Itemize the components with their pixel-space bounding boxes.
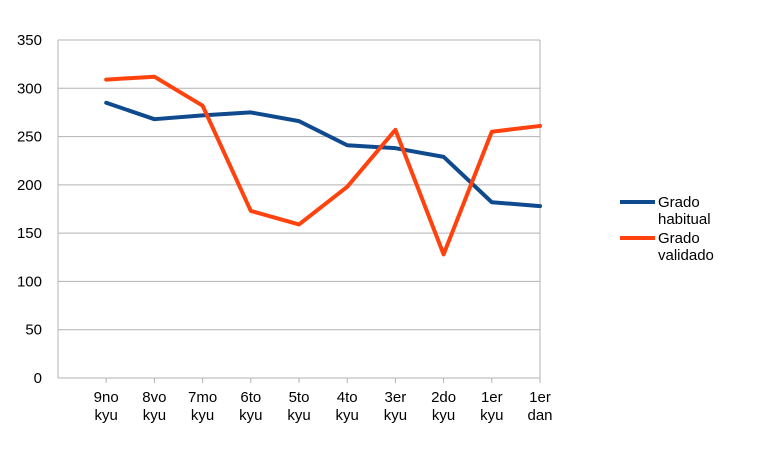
x-tick-label-line: 4to: [337, 389, 358, 406]
x-tick-label: 5to kyu: [287, 389, 310, 424]
y-tick-label: 350: [17, 32, 42, 49]
x-tick-label-line: kyu: [432, 407, 455, 424]
gridlines: [57, 39, 541, 379]
x-tick-label-line: 5to: [289, 389, 310, 406]
x-tick-label-line: kyu: [384, 407, 407, 424]
legend-label: Grado habitual: [658, 194, 711, 228]
x-tick-label-line: kyu: [95, 407, 118, 424]
legend-label-line: Grado: [658, 194, 700, 211]
series-lines: [104, 74, 542, 257]
x-tick-label-line: 2do: [431, 389, 456, 406]
legend-label-line: Grado: [658, 230, 700, 247]
x-tick-label: 6to kyu: [239, 389, 262, 424]
y-tick-label: 0: [34, 370, 42, 387]
x-tick-label-line: kyu: [287, 407, 310, 424]
y-tick-label: 200: [17, 177, 42, 194]
x-tick-label-line: 1er: [529, 389, 551, 406]
x-tick-label-line: 8vo: [142, 389, 166, 406]
x-tick-label-line: kyu: [191, 407, 214, 424]
series-line-1: [104, 74, 542, 257]
legend-label-line: habitual: [658, 211, 711, 228]
x-tick-label-line: kyu: [336, 407, 359, 424]
x-tick-label-line: dan: [527, 407, 552, 424]
x-tick-label: 1er dan: [527, 389, 552, 424]
x-tick-label-line: kyu: [480, 407, 503, 424]
y-tick-label: 100: [17, 273, 42, 290]
x-tick-label-line: 9no: [94, 389, 119, 406]
x-tick-label: 2do kyu: [431, 389, 456, 424]
y-tick-label: 300: [17, 80, 42, 97]
legend-label: Grado validado: [658, 230, 714, 264]
y-tick-label: 250: [17, 129, 42, 146]
series-line-0: [104, 100, 542, 209]
x-tick-label: 1er kyu: [480, 389, 503, 424]
x-tick-label: 7mo kyu: [188, 389, 217, 424]
x-tick-label: 3er kyu: [384, 389, 407, 424]
x-tick-label-line: 6to: [240, 389, 261, 406]
x-tick-label-line: 3er: [385, 389, 407, 406]
x-tick-label-line: 1er: [481, 389, 503, 406]
y-tick-label: 50: [25, 322, 42, 339]
x-tick-label-line: 7mo: [188, 389, 217, 406]
x-tick-label: 4to kyu: [336, 389, 359, 424]
x-tick-label: 8vo kyu: [142, 389, 166, 424]
y-axis: 0 50 100 150 200 250 300 350: [17, 32, 42, 387]
x-tick-label-line: kyu: [239, 407, 262, 424]
x-tick-label-line: kyu: [143, 407, 166, 424]
legend-label-line: validado: [658, 247, 714, 264]
y-tick-label: 150: [17, 225, 42, 242]
x-tick-label: 9no kyu: [94, 389, 119, 424]
